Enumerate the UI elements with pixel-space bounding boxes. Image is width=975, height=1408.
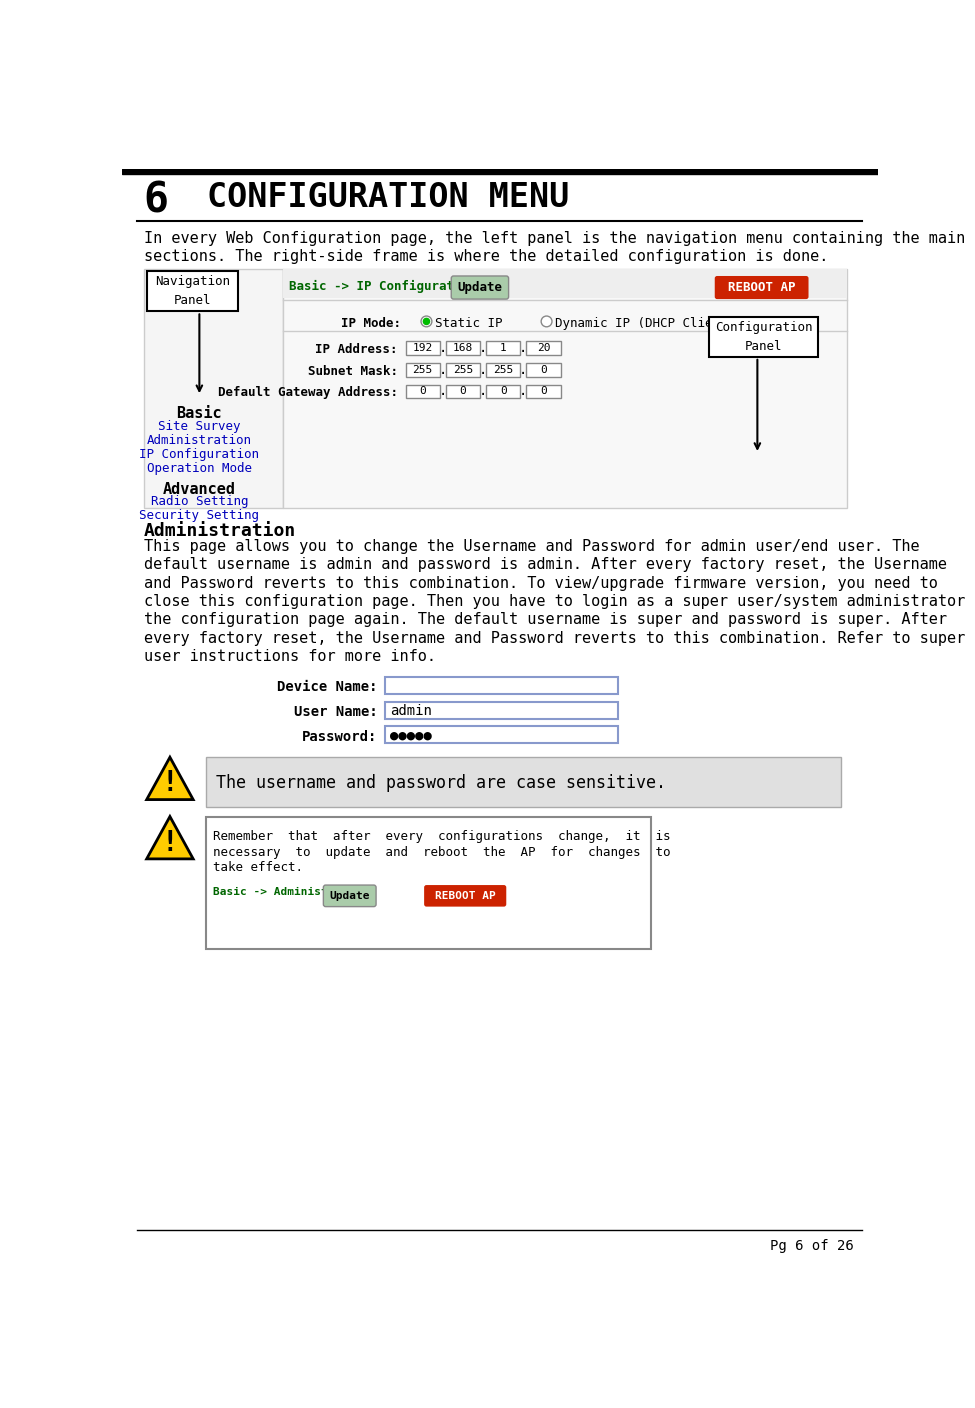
Polygon shape	[146, 817, 193, 859]
Text: Default Gateway Address:: Default Gateway Address:	[217, 386, 398, 398]
Text: Update: Update	[457, 282, 502, 294]
Bar	[385, 701, 618, 718]
Text: !: !	[162, 829, 178, 857]
Text: the configuration page again. The default username is super and password is supe: the configuration page again. The defaul…	[143, 612, 947, 628]
Text: 0: 0	[540, 386, 547, 397]
Text: REBOOT AP: REBOOT AP	[727, 282, 795, 294]
Text: Navigation
Panel: Navigation Panel	[155, 276, 230, 307]
Circle shape	[541, 315, 552, 327]
Text: 0: 0	[419, 386, 426, 397]
Text: 20: 20	[536, 344, 550, 353]
Text: Administration: Administration	[147, 434, 252, 446]
Text: 0: 0	[500, 386, 507, 397]
Text: .: .	[519, 341, 527, 355]
Bar	[146, 272, 238, 311]
Text: .: .	[519, 363, 527, 377]
Text: necessary  to  update  and  reboot  the  AP  for  changes  to: necessary to update and reboot the AP fo…	[214, 846, 671, 859]
Text: Subnet Mask:: Subnet Mask:	[308, 365, 398, 377]
Text: 1: 1	[500, 344, 507, 353]
Text: CONFIGURATION MENU: CONFIGURATION MENU	[207, 182, 569, 214]
Text: Basic -> Administration: Basic -> Administration	[214, 887, 369, 897]
Text: Security Setting: Security Setting	[139, 508, 259, 521]
Text: IP Mode:: IP Mode:	[341, 317, 401, 329]
Text: 192: 192	[412, 344, 433, 353]
Text: Advanced: Advanced	[163, 482, 236, 497]
FancyBboxPatch shape	[715, 276, 808, 298]
Bar	[487, 363, 521, 377]
Bar	[283, 269, 846, 508]
Text: Device Name:: Device Name:	[277, 680, 377, 694]
Bar	[526, 342, 561, 355]
Text: 255: 255	[412, 365, 433, 375]
Bar	[406, 384, 440, 398]
Bar	[385, 727, 618, 743]
Bar	[487, 384, 521, 398]
Text: Static IP: Static IP	[435, 317, 502, 329]
Bar	[283, 269, 846, 298]
Text: Update: Update	[330, 891, 370, 901]
Text: 255: 255	[493, 365, 513, 375]
Text: Configuration
Panel: Configuration Panel	[715, 321, 812, 353]
Text: take effect.: take effect.	[214, 862, 303, 874]
Text: admin: admin	[390, 704, 432, 718]
Text: Administration: Administration	[143, 521, 295, 539]
Text: default username is admin and password is admin. After every factory reset, the : default username is admin and password i…	[143, 558, 947, 572]
Text: Radio Setting: Radio Setting	[150, 496, 248, 508]
Text: 168: 168	[452, 344, 473, 353]
Bar	[526, 384, 561, 398]
Bar	[206, 758, 841, 807]
Text: user instructions for more info.: user instructions for more info.	[143, 649, 436, 665]
Bar	[385, 677, 618, 694]
Bar	[526, 363, 561, 377]
Text: and Password reverts to this combination. To view/upgrade firmware version, you : and Password reverts to this combination…	[143, 576, 937, 590]
Text: The username and password are case sensitive.: The username and password are case sensi…	[216, 774, 667, 793]
Text: Operation Mode: Operation Mode	[147, 462, 252, 474]
Text: .: .	[479, 363, 488, 377]
Text: IP Address:: IP Address:	[315, 344, 398, 356]
Polygon shape	[146, 758, 193, 800]
Bar	[143, 269, 283, 508]
Text: sections. The right-side frame is where the detailed configuration is done.: sections. The right-side frame is where …	[143, 249, 828, 265]
Text: Pg 6 of 26: Pg 6 of 26	[770, 1239, 854, 1253]
Text: !: !	[162, 770, 178, 797]
Bar	[122, 169, 878, 175]
Bar	[710, 317, 818, 356]
Text: .: .	[519, 384, 527, 398]
Text: .: .	[439, 384, 447, 398]
Text: User Name:: User Name:	[293, 705, 377, 719]
Text: In every Web Configuration page, the left panel is the navigation menu containin: In every Web Configuration page, the lef…	[143, 231, 965, 245]
FancyBboxPatch shape	[451, 276, 509, 298]
Text: This page allows you to change the Username and Password for admin user/end user: This page allows you to change the Usern…	[143, 539, 919, 553]
Bar	[446, 384, 480, 398]
Text: 6: 6	[143, 180, 169, 221]
Text: .: .	[439, 341, 447, 355]
Text: every factory reset, the Username and Password reverts to this combination. Refe: every factory reset, the Username and Pa…	[143, 631, 965, 646]
Text: Basic: Basic	[176, 406, 222, 421]
Text: 255: 255	[452, 365, 473, 375]
Bar	[446, 363, 480, 377]
Bar	[487, 342, 521, 355]
Text: 0: 0	[540, 365, 547, 375]
Text: .: .	[479, 341, 488, 355]
Circle shape	[421, 315, 432, 327]
Text: REBOOT AP: REBOOT AP	[435, 891, 495, 901]
Text: .: .	[479, 384, 488, 398]
Text: close this configuration page. Then you have to login as a super user/system adm: close this configuration page. Then you …	[143, 594, 975, 610]
Text: .: .	[439, 363, 447, 377]
Text: Dynamic IP (DHCP Client): Dynamic IP (DHCP Client)	[555, 317, 735, 329]
Bar	[406, 342, 440, 355]
Bar	[446, 342, 480, 355]
Text: Basic -> IP Configuration: Basic -> IP Configuration	[290, 280, 477, 293]
Text: ●●●●●: ●●●●●	[390, 729, 432, 742]
FancyBboxPatch shape	[424, 886, 506, 907]
Text: 0: 0	[459, 386, 466, 397]
Circle shape	[423, 318, 430, 324]
FancyBboxPatch shape	[324, 886, 376, 907]
Text: IP Configuration: IP Configuration	[139, 448, 259, 460]
Bar	[206, 817, 651, 949]
Text: Remember  that  after  every  configurations  change,  it  is: Remember that after every configurations…	[214, 831, 671, 843]
Text: Password:: Password:	[302, 729, 377, 743]
Bar	[406, 363, 440, 377]
Text: Site Survey: Site Survey	[158, 420, 241, 434]
